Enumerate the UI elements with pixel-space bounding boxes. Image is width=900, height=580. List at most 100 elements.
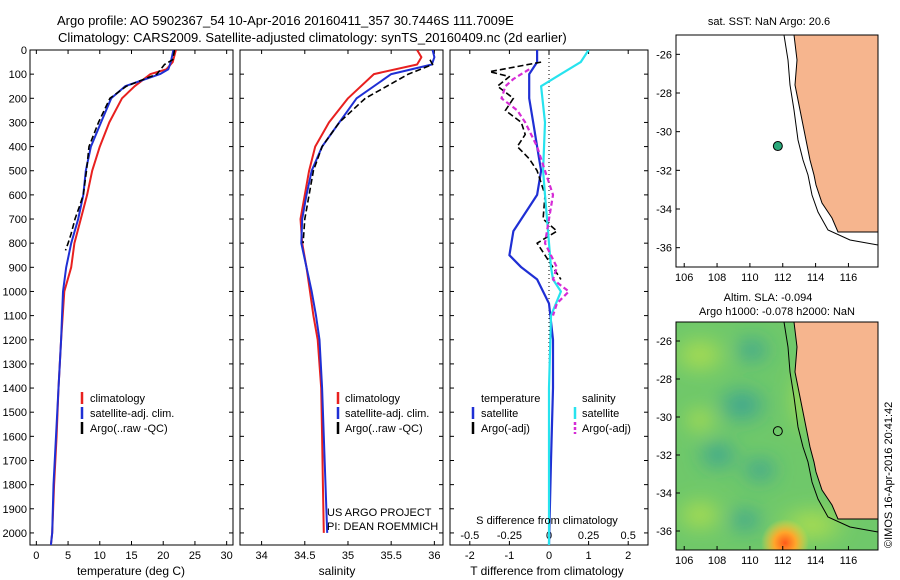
sst-map-ticks: 106 108 110 112 114 116 -26 -28 -30 -32 -34 -36 (656, 49, 857, 284)
map-y-tick-label: -26 (656, 49, 672, 61)
x-tick-label: 35 (342, 550, 354, 562)
y-tick-label: 800 (9, 238, 27, 250)
map-y-tick-label: -28 (656, 374, 672, 386)
map-y-tick-label: -36 (656, 526, 672, 538)
legend-temperature-satellite: satellite (481, 408, 518, 420)
x-tick-label: 25 (189, 550, 201, 562)
legend-climatology: climatology (345, 393, 401, 405)
y-tick-label: 600 (9, 190, 27, 202)
salinity-xlabel: salinity (319, 564, 356, 578)
pi-name: PI: DEAN ROEMMICH (327, 521, 438, 533)
x-tick-label: 15 (125, 550, 137, 562)
figure-title-line1: Argo profile: AO 5902367_54 10-Apr-2016 … (57, 13, 514, 28)
x-tick-label: -2 (465, 550, 475, 562)
imos-watermark: ©IMOS 16-Apr-2016 20:41:42 (883, 402, 895, 548)
y-tick-label: 0 (21, 45, 27, 57)
x2-tick-label: 0.25 (578, 530, 599, 542)
y-tick-label: 400 (9, 142, 27, 154)
land-mass (793, 322, 878, 520)
sla-map-ticks: 106 108 110 112 114 116 -26 -28 -30 -32 -34 -36 (656, 336, 857, 567)
x-tick-label: 34 (255, 550, 267, 562)
difference-legend: temperature salinity satellite Argo(-adj… (471, 393, 631, 435)
map-x-tick-label: 108 (708, 272, 726, 284)
sst-map-panel: sat. SST: NaN Argo: 20.6 106 108 110 112 114… (656, 16, 879, 284)
x-tick-label: 34.5 (294, 550, 315, 562)
difference-xlabel: T difference from climatology (470, 564, 624, 578)
salinity-axes-frame (239, 49, 444, 546)
temperature-panel: 0 5 10 15 20 25 300100200300400500600700800900… (3, 45, 234, 578)
map-x-tick-label: 116 (840, 272, 858, 284)
salinity-ticks: 34 34.5 35 35.5 36 (240, 49, 443, 562)
legend-argo: Argo(..raw -QC) (345, 423, 423, 435)
series-line-satellite-adj-clim- (300, 50, 436, 533)
difference-ticks: -2 -1 0 1 2-0.5 -0.25 0 0.25 0.5 (450, 49, 648, 562)
x-tick-label: 30 (221, 550, 233, 562)
legend-temperature-argo: Argo(-adj) (481, 423, 530, 435)
y-tick-label: 1900 (3, 504, 27, 516)
sla-map-title-line1: Altim. SLA: -0.094 (724, 292, 813, 304)
map-y-tick-label: -32 (656, 165, 672, 177)
x2-tick-label: -0.25 (497, 530, 522, 542)
map-x-tick-label: 112 (774, 555, 792, 567)
x2-tick-label: -0.5 (460, 530, 479, 542)
y-tick-label: 200 (9, 93, 27, 105)
temperature-series (49, 50, 177, 545)
y-tick-label: 100 (9, 69, 27, 81)
map-y-tick-label: -26 (656, 336, 672, 348)
series-line-satellite-adj-clim- (49, 50, 175, 545)
sst-map-title: sat. SST: NaN Argo: 20.6 (708, 16, 830, 28)
sst-map-marks (772, 141, 783, 152)
legend-temperature-title: temperature (481, 393, 540, 405)
legend-satellite: satellite-adj. clim. (90, 408, 174, 420)
y-tick-label: 2000 (3, 528, 27, 540)
temperature-ticks: 0 5 10 15 20 25 300100200300400500600700800900… (3, 45, 233, 562)
series-line-argo-raw-qc- (64, 50, 176, 251)
legend-salinity-argo: Argo(-adj) (582, 423, 631, 435)
difference-panel: -2 -1 0 1 2-0.5 -0.25 0 0.25 0.5 T difference fr… (449, 49, 649, 578)
map-y-tick-label: -28 (656, 88, 672, 100)
y-tick-label: 300 (9, 117, 27, 129)
legend-climatology: climatology (90, 393, 146, 405)
map-x-tick-label: 106 (675, 272, 693, 284)
y-tick-label: 500 (9, 166, 27, 178)
temperature-legend: climatology satellite-adj. clim. Argo(..… (80, 392, 174, 435)
series-line-salinity-satellite (539, 50, 590, 545)
y-tick-label: 900 (9, 262, 27, 274)
pi-project: US ARGO PROJECT (327, 507, 432, 519)
sla-field (676, 333, 852, 547)
temperature-xlabel: temperature (deg C) (77, 564, 185, 578)
sla-map-panel: Altim. SLA: -0.094 Argo h1000: -0.078 h2… (656, 292, 879, 567)
map-y-tick-label: -34 (656, 488, 672, 500)
x-tick-label: 0 (546, 550, 552, 562)
y-tick-label: 1600 (3, 431, 27, 443)
y-tick-label: 1100 (3, 311, 27, 323)
y-tick-label: 1800 (3, 480, 27, 492)
legend-satellite: satellite-adj. clim. (345, 408, 429, 420)
x-tick-label: -1 (505, 550, 515, 562)
legend-salinity-satellite: satellite (582, 408, 619, 420)
sst-map-frame (675, 34, 879, 268)
temperature-axes-frame (29, 49, 234, 546)
map-x-tick-label: 108 (708, 555, 726, 567)
map-x-tick-label: 106 (675, 555, 693, 567)
y-tick-label: 1400 (3, 383, 27, 395)
map-y-tick-label: -36 (656, 243, 672, 255)
x-tick-label: 35.5 (380, 550, 401, 562)
series-line-argo-raw-qc- (302, 59, 434, 244)
legend-salinity-title: salinity (582, 393, 616, 405)
sla-hotspot (761, 519, 809, 550)
map-x-tick-label: 112 (774, 272, 792, 284)
difference-series (488, 50, 590, 545)
y-tick-label: 1000 (3, 286, 27, 298)
salinity-panel: 34 34.5 35 35.5 36 salinity climatology sate… (239, 49, 444, 578)
y-tick-label: 1500 (3, 407, 27, 419)
map-x-tick-label: 114 (807, 555, 825, 567)
x-tick-label: 2 (625, 550, 631, 562)
y-tick-label: 1300 (3, 359, 27, 371)
sla-map-title-line2: Argo h1000: -0.078 h2000: NaN (699, 306, 855, 318)
map-x-tick-label: 116 (840, 555, 858, 567)
salinity-series (299, 50, 436, 533)
map-x-tick-label: 110 (741, 555, 759, 567)
x-tick-label: 10 (94, 550, 106, 562)
